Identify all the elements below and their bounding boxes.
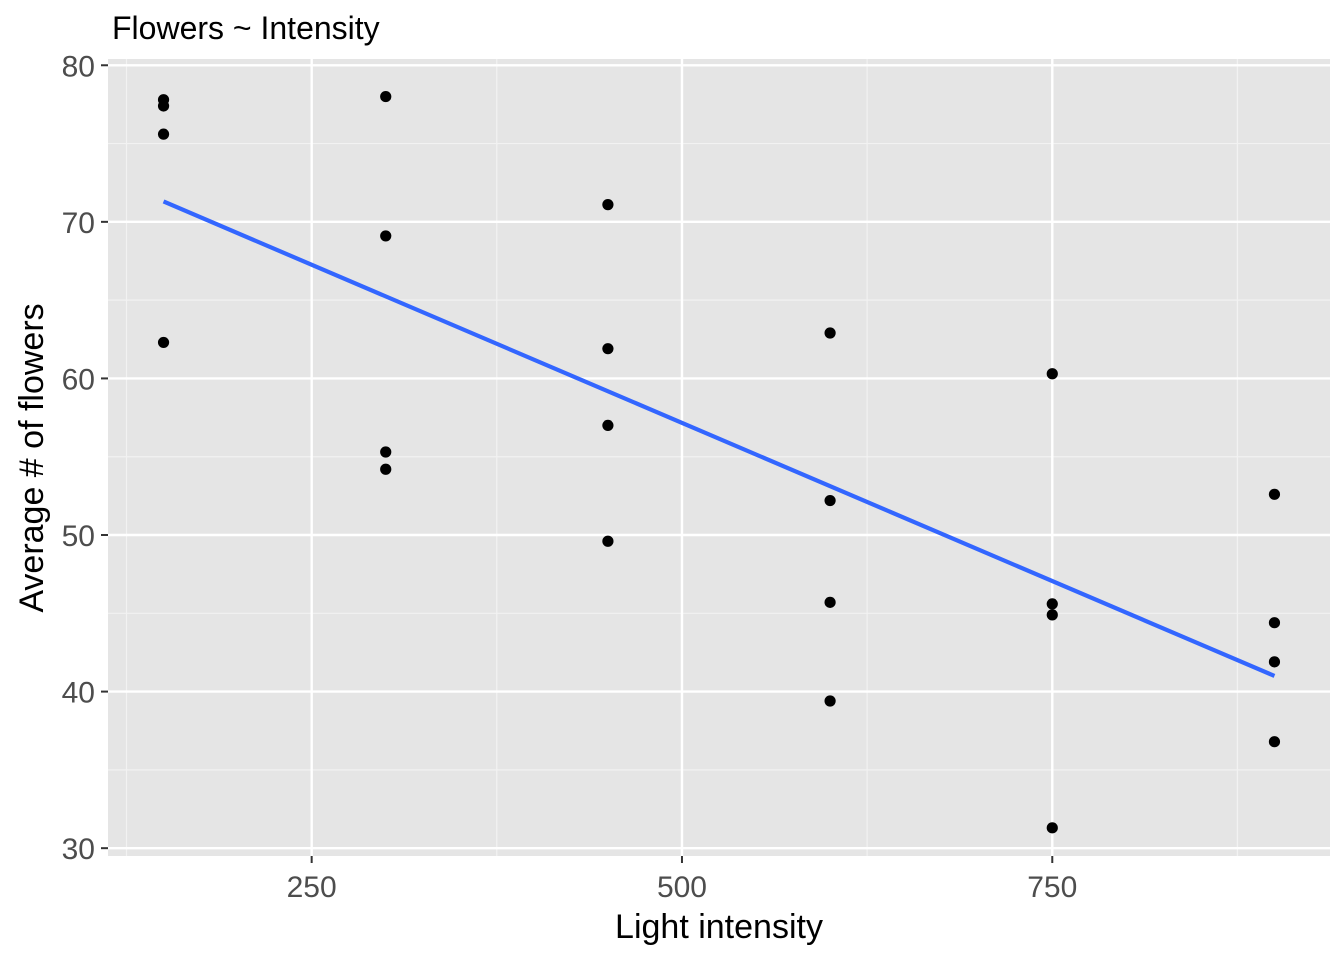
data-point — [380, 230, 392, 242]
x-tick-label: 500 — [657, 871, 707, 904]
data-point — [824, 327, 836, 339]
y-axis-title: Average # of flowers — [13, 303, 51, 612]
data-point — [157, 128, 170, 140]
x-axis-title: Light intensity — [615, 908, 823, 946]
data-point — [380, 90, 392, 103]
grid-lines — [108, 59, 1330, 856]
data-point — [824, 596, 836, 608]
data-point — [602, 419, 614, 432]
data-point — [1268, 488, 1281, 500]
data-point — [1046, 822, 1058, 834]
data-point — [1046, 609, 1058, 621]
data-point — [1268, 617, 1281, 629]
data-point — [602, 343, 614, 355]
y-tick-label: 70 — [62, 207, 95, 240]
data-point — [824, 695, 836, 707]
data-point — [380, 463, 392, 475]
x-tick-label: 750 — [1027, 871, 1077, 904]
data-point — [1046, 368, 1058, 380]
y-tick-label: 50 — [62, 520, 95, 553]
y-tick-label: 40 — [62, 677, 95, 710]
data-point — [1046, 598, 1058, 610]
data-point — [1268, 656, 1281, 668]
data-point — [380, 446, 392, 458]
y-tick-label: 30 — [62, 833, 95, 866]
data-points — [157, 90, 1281, 834]
axes: 250 500 750 30 40 50 60 70 80 — [62, 50, 1078, 904]
data-point — [157, 336, 170, 349]
y-tick-label: 60 — [62, 363, 95, 396]
y-tick-label: 80 — [62, 50, 95, 83]
data-point — [1268, 736, 1281, 748]
x-tick-label: 250 — [287, 871, 337, 904]
data-point — [602, 535, 614, 547]
chart-title: Flowers ~ Intensity — [112, 10, 380, 46]
data-point — [602, 199, 614, 211]
regression-line-layer — [162, 199, 1276, 678]
plot-panel — [108, 59, 1330, 856]
data-point — [157, 94, 170, 106]
regression-line — [162, 199, 1276, 678]
data-point — [824, 494, 836, 507]
